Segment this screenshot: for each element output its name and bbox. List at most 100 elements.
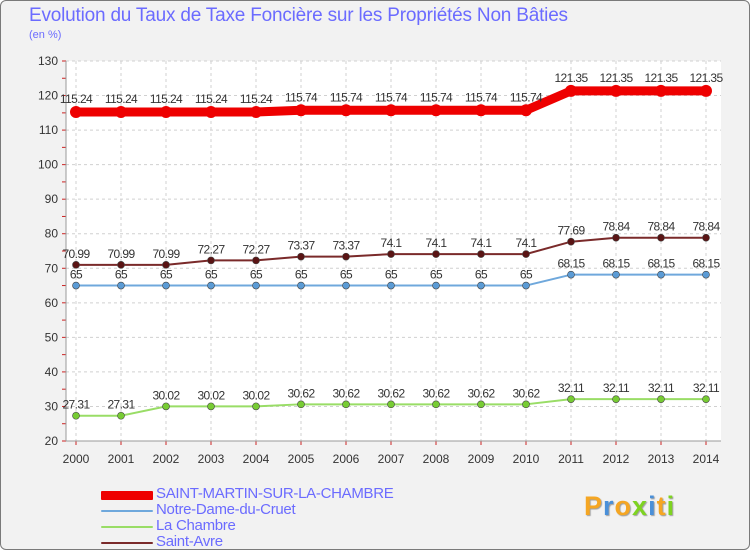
data-label-0: 115.74 [510,90,543,104]
data-label-0: 115.24 [240,92,273,106]
legend-item-saint-avre[interactable]: Saint-Avre [101,533,223,549]
x-tick-label: 2008 [423,452,450,466]
y-tick-label: 20 [45,434,59,448]
legend-label-saint-avre: Saint-Avre [156,533,223,550]
legend-swatch-la-chambre [101,526,153,528]
data-point-1 [387,281,395,290]
data-point-0 [385,104,397,117]
legend-label-saint-martin: SAINT-MARTIN-SUR-LA-CHAMBRE [156,485,394,502]
legend-item-notre-dame[interactable]: Notre-Dame-du-Cruet [101,501,296,519]
data-label-0: 121.35 [599,71,633,85]
data-point-2 [162,402,170,411]
logo-letter: t [656,491,667,521]
data-label-1: 65 [160,268,173,282]
logo-letter: x [632,491,649,521]
x-tick-label: 2002 [153,452,180,466]
data-label-1: 65 [430,268,443,282]
x-tick-label: 2007 [378,452,405,466]
data-label-0: 115.74 [285,90,318,104]
y-tick-label: 60 [45,296,59,310]
data-point-3 [522,250,530,258]
data-point-2 [567,395,575,403]
data-point-0 [700,84,712,97]
y-tick-label: 70 [45,261,59,275]
data-label-3: 73.37 [287,239,315,253]
data-label-2: 30.62 [377,386,405,400]
x-tick-label: 2001 [108,452,135,466]
data-point-0 [250,105,262,118]
data-point-1 [252,281,260,290]
data-point-1 [297,281,305,290]
x-tick-label: 2011 [558,452,584,466]
legend-swatch-saint-martin [101,490,153,500]
data-point-0 [160,105,172,118]
data-point-1 [477,281,485,290]
data-label-0: 115.24 [60,92,93,106]
data-label-2: 30.02 [197,388,225,402]
data-label-1: 68.15 [557,257,585,271]
data-point-3 [252,256,260,265]
data-label-0: 115.74 [375,90,408,104]
data-label-1: 65 [250,268,263,282]
data-label-1: 65 [70,268,83,282]
data-point-3 [72,261,80,269]
legend-swatch-saint-avre [101,542,153,544]
data-label-3: 70.99 [62,247,90,261]
data-label-3: 78.84 [602,220,630,234]
data-point-3 [117,261,125,269]
data-label-3: 78.84 [692,220,720,234]
data-label-3: 70.99 [107,247,135,261]
logo-letter: P [584,491,604,521]
data-point-1 [612,270,620,279]
data-label-2: 32.11 [648,381,675,395]
data-label-0: 121.35 [644,71,678,85]
x-tick-label: 2006 [333,452,360,466]
y-tick-label: 100 [38,158,58,172]
legend-item-la-chambre[interactable]: La Chambre [101,517,236,535]
legend-swatch-notre-dame [101,510,153,512]
data-label-0: 115.74 [330,90,363,104]
data-label-3: 74.1 [381,236,403,250]
y-tick-label: 120 [38,89,58,103]
data-point-3 [387,250,395,258]
data-label-2: 30.62 [512,386,540,400]
data-point-2 [477,400,485,409]
data-label-2: 30.62 [422,386,450,400]
y-tick-label: 40 [45,365,59,379]
data-point-2 [432,400,440,409]
data-label-1: 65 [475,268,488,282]
logo-letter: r [603,491,615,521]
data-label-0: 121.35 [689,71,723,85]
x-tick-label: 2000 [63,452,90,466]
data-point-3 [612,233,620,242]
data-point-2 [207,402,215,411]
data-point-1 [207,281,215,290]
x-tick-label: 2013 [648,452,675,466]
logo-letter: i [648,491,657,521]
data-point-1 [702,270,710,279]
data-point-0 [655,84,667,97]
data-label-0: 115.74 [465,90,498,104]
x-tick-label: 2009 [468,452,495,466]
data-label-2: 32.11 [558,381,585,395]
data-label-3: 73.37 [332,239,360,253]
data-point-3 [207,256,215,265]
data-point-2 [612,395,620,403]
data-label-1: 65 [205,268,218,282]
data-point-3 [297,252,305,261]
x-tick-label: 2014 [693,452,720,466]
data-label-1: 65 [295,268,308,282]
data-label-2: 27.31 [62,398,90,412]
legend-item-saint-martin[interactable]: SAINT-MARTIN-SUR-LA-CHAMBRE [101,485,394,503]
logo-letter: o [614,491,633,521]
data-label-1: 68.15 [602,257,630,271]
data-point-1 [567,270,575,279]
data-point-3 [342,252,350,261]
data-label-3: 78.84 [647,220,675,234]
data-label-3: 72.27 [197,242,225,256]
data-label-2: 30.02 [242,388,270,402]
data-label-2: 30.62 [287,386,315,400]
data-label-1: 65 [520,268,533,282]
data-point-0 [205,105,217,118]
